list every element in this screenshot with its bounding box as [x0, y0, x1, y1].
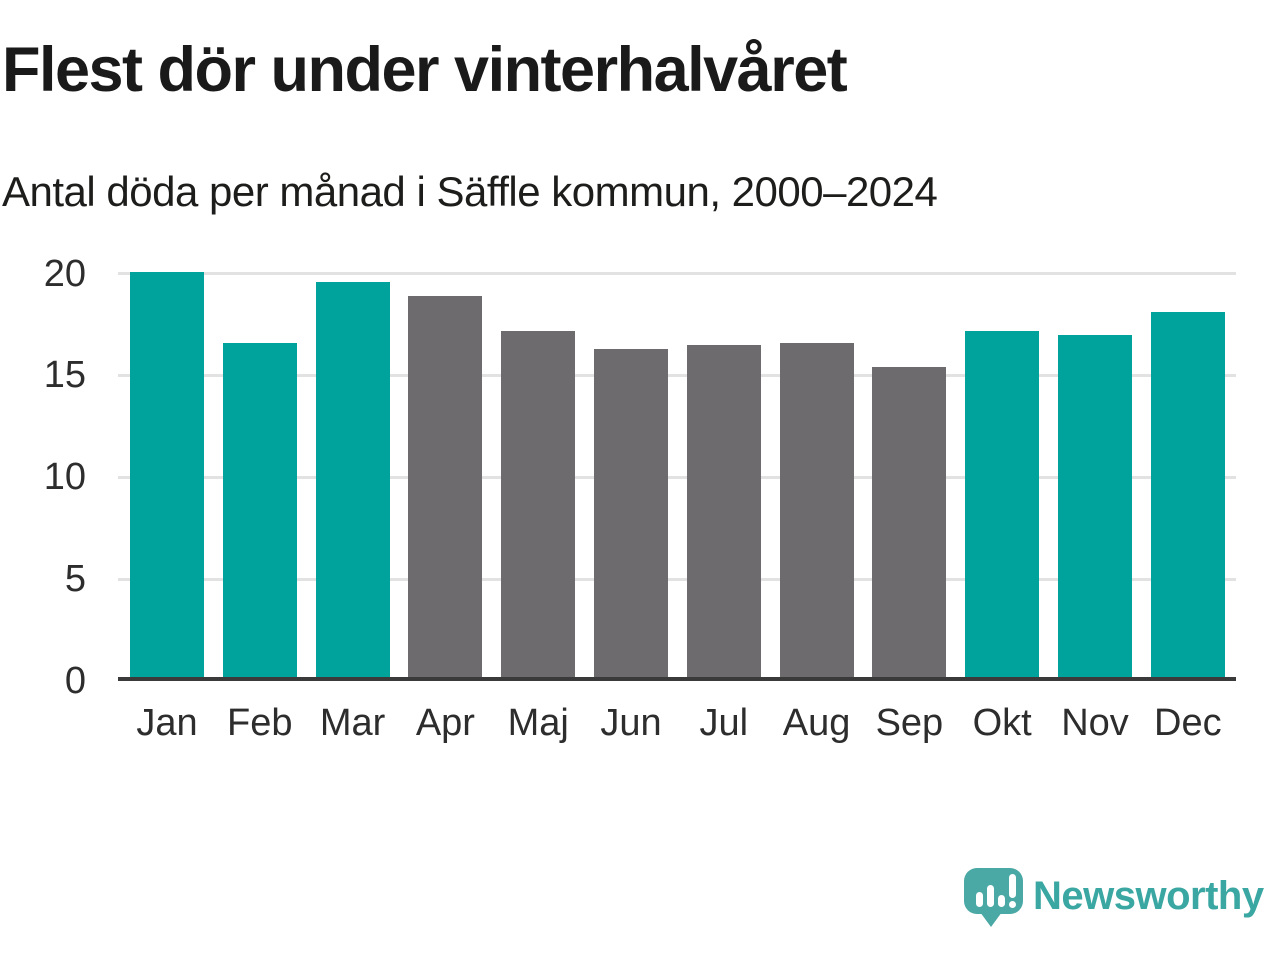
x-tick-label-okt: Okt [972, 702, 1032, 744]
bar-jun [594, 348, 668, 681]
chart-title: Flest dör under vinterhalvåret [2, 35, 848, 105]
x-tick-label-apr: Apr [415, 702, 475, 744]
newsworthy-speech-bubble-chart-icon [964, 868, 1023, 914]
bar-jan [130, 271, 204, 681]
y-tick-label-15: 15 [43, 354, 86, 397]
logo-bar-icon [976, 892, 983, 907]
y-tick-label-10: 10 [43, 456, 86, 499]
gridline-y-10 [118, 475, 1236, 479]
bar-aug [779, 342, 854, 681]
newsworthy-logo: Newsworthy [964, 866, 1266, 928]
logo-wordmark: Newsworthy [1033, 874, 1264, 918]
x-tick-label-nov: Nov [1061, 702, 1129, 744]
y-tick-label-20: 20 [43, 252, 86, 295]
x-tick-label-feb: Feb [227, 702, 293, 744]
bar-okt [965, 330, 1040, 681]
x-tick-label-sep: Sep [875, 702, 944, 744]
y-tick-label-5: 5 [64, 558, 86, 601]
bar-dec [1150, 312, 1225, 681]
bar-maj [501, 330, 576, 681]
chart-subtitle: Antal döda per månad i Säffle kommun, 20… [2, 168, 938, 215]
gridline-y-15 [118, 373, 1236, 377]
logo-speech-tail-icon [980, 912, 1002, 927]
bar-apr [408, 296, 483, 681]
x-tick-label-maj: Maj [507, 702, 569, 744]
bar-jul [686, 344, 761, 681]
x-tick-label-aug: Aug [782, 702, 851, 744]
logo-exclamation-dot-icon [1009, 901, 1016, 908]
x-tick-label-jul: Jul [699, 702, 749, 744]
x-axis-line [118, 677, 1236, 681]
logo-bar-icon [987, 885, 994, 907]
logo-exclamation-icon [1009, 874, 1016, 898]
logo-bar-icon [998, 895, 1005, 907]
gridline-y-20 [118, 272, 1236, 276]
y-tick-label-0: 0 [64, 660, 86, 702]
bar-nov [1058, 334, 1132, 681]
x-tick-label-jun: Jun [600, 702, 662, 744]
bar-feb [222, 342, 297, 681]
gridline-y-5 [118, 577, 1236, 581]
bar-mar [315, 281, 390, 681]
x-tick-label-jan: Jan [136, 702, 198, 744]
bar-sep [872, 367, 947, 681]
x-tick-label-mar: Mar [319, 702, 386, 744]
x-tick-label-dec: Dec [1154, 702, 1222, 744]
